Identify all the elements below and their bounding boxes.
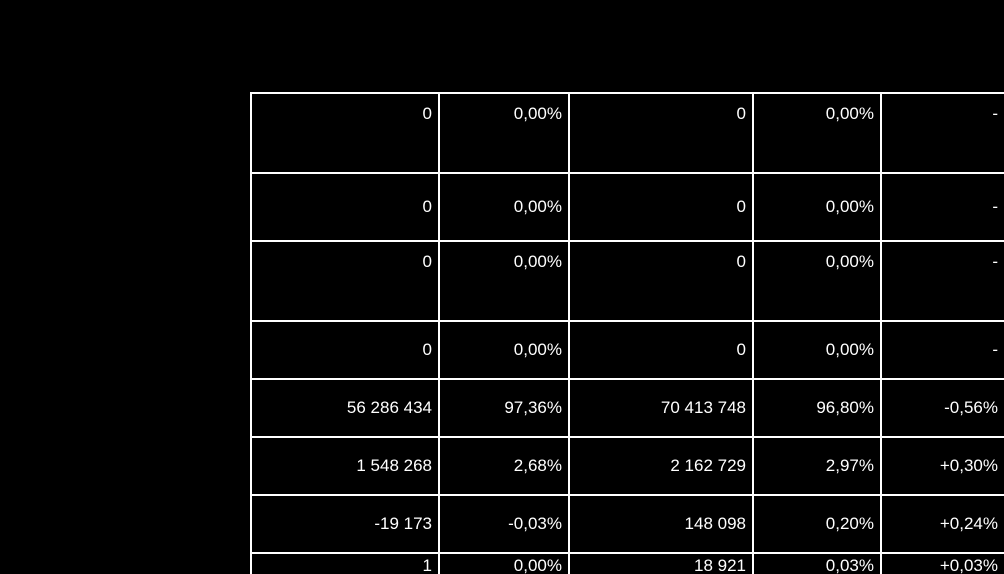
cell-pct: 2,68% <box>439 437 569 495</box>
financial-table: 0 0,00% 0 0,00% - 0 0,00% 0 0,00% - 0 0,… <box>250 92 1004 574</box>
cell-value: 2 162 729 <box>569 437 753 495</box>
cell-value: 0 <box>569 241 753 321</box>
cell-delta: - <box>881 321 1004 379</box>
table-row: 0 0,00% 0 0,00% - <box>251 173 1004 241</box>
cell-pct: 0,00% <box>439 321 569 379</box>
cell-pct: -0,03% <box>439 495 569 553</box>
cell-pct: 97,36% <box>439 379 569 437</box>
cell-delta: +0,30% <box>881 437 1004 495</box>
cell-value: 0 <box>569 321 753 379</box>
cell-pct: 2,97% <box>753 437 881 495</box>
cell-pct: 0,00% <box>753 93 881 173</box>
cell-delta: - <box>881 173 1004 241</box>
cell-value: 0 <box>251 93 439 173</box>
table-row: 56 286 434 97,36% 70 413 748 96,80% -0,5… <box>251 379 1004 437</box>
cell-delta: +0,24% <box>881 495 1004 553</box>
cell-pct: 0,03% <box>753 553 881 574</box>
cell-value: 0 <box>569 173 753 241</box>
cell-pct: 0,00% <box>753 241 881 321</box>
cell-value: -19 173 <box>251 495 439 553</box>
cell-delta: -0,56% <box>881 379 1004 437</box>
cell-pct: 0,00% <box>439 553 569 574</box>
cell-value: 0 <box>251 321 439 379</box>
cell-value: 70 413 748 <box>569 379 753 437</box>
cell-value: 1 <box>251 553 439 574</box>
cell-pct: 0,00% <box>753 173 881 241</box>
cell-value: 0 <box>251 241 439 321</box>
cell-pct: 96,80% <box>753 379 881 437</box>
table-row: 1 0,00% 18 921 0,03% +0,03% <box>251 553 1004 574</box>
table-row: 0 0,00% 0 0,00% - <box>251 321 1004 379</box>
table-body: 0 0,00% 0 0,00% - 0 0,00% 0 0,00% - 0 0,… <box>251 93 1004 574</box>
cell-delta: - <box>881 93 1004 173</box>
table-row: 0 0,00% 0 0,00% - <box>251 241 1004 321</box>
cell-value: 0 <box>569 93 753 173</box>
cell-value: 0 <box>251 173 439 241</box>
cell-pct: 0,20% <box>753 495 881 553</box>
cell-value: 18 921 <box>569 553 753 574</box>
cell-pct: 0,00% <box>439 241 569 321</box>
cell-delta: +0,03% <box>881 553 1004 574</box>
cell-delta: - <box>881 241 1004 321</box>
table-row: -19 173 -0,03% 148 098 0,20% +0,24% <box>251 495 1004 553</box>
cell-pct: 0,00% <box>439 93 569 173</box>
table-row: 1 548 268 2,68% 2 162 729 2,97% +0,30% <box>251 437 1004 495</box>
cell-value: 56 286 434 <box>251 379 439 437</box>
table-row: 0 0,00% 0 0,00% - <box>251 93 1004 173</box>
cell-pct: 0,00% <box>753 321 881 379</box>
cell-value: 148 098 <box>569 495 753 553</box>
cell-value: 1 548 268 <box>251 437 439 495</box>
cell-pct: 0,00% <box>439 173 569 241</box>
